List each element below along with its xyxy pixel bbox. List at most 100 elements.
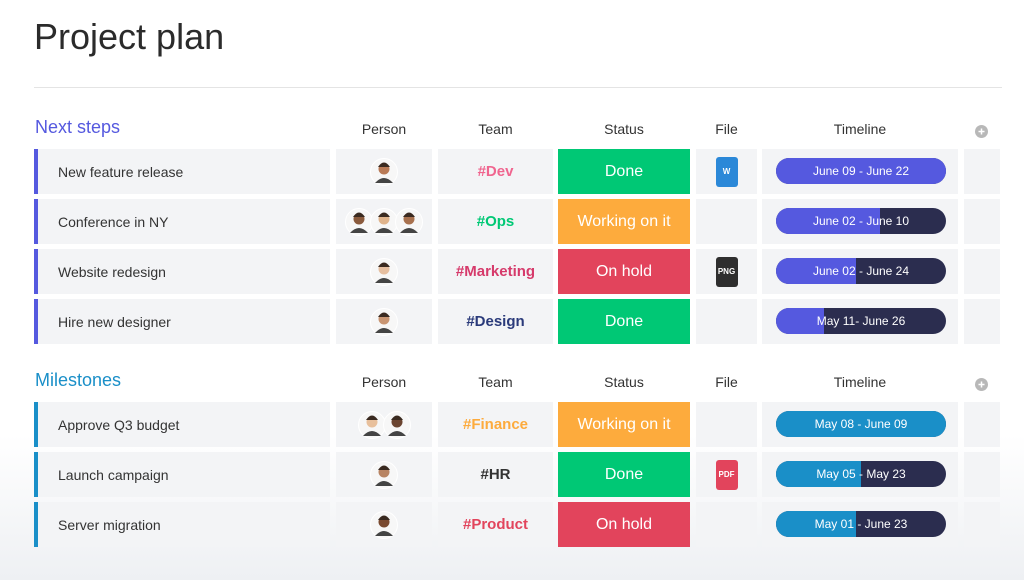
timeline-progress (776, 461, 861, 487)
timeline-label: June 09 - June 22 (812, 164, 910, 178)
file-cell (696, 502, 757, 547)
extra-cell (964, 452, 1000, 497)
extra-cell (964, 502, 1000, 547)
timeline-progress (776, 158, 946, 184)
plus-button[interactable] (975, 378, 988, 391)
person-cell (336, 199, 432, 244)
person-cell (336, 502, 432, 547)
timeline-bar: June 09 - June 22 (776, 158, 946, 184)
column-header: Team (478, 121, 513, 137)
timeline-label: June 02 - June 24 (812, 264, 910, 278)
avatar (382, 410, 411, 439)
divider (34, 87, 1002, 88)
extra-cell (964, 299, 1000, 344)
file-icon: PNG (715, 256, 738, 287)
timeline-label: June 02 - June 10 (812, 214, 910, 228)
timeline-cell: May 05 - May 23 (762, 452, 958, 497)
avatar (357, 410, 386, 439)
row-marker (34, 452, 38, 497)
team-tag: #Ops (438, 199, 553, 244)
avatar (370, 307, 398, 336)
timeline-bar: June 02 - June 10 (776, 208, 946, 234)
avatar (370, 460, 398, 489)
timeline-cell: May 01 - June 23 (762, 502, 958, 547)
status-label: On hold (558, 502, 690, 547)
status-label: Done (558, 149, 690, 194)
item-name: New feature release (38, 149, 330, 194)
avatar (395, 207, 423, 236)
column-header: Status (604, 374, 644, 390)
timeline-cell: June 09 - June 22 (762, 149, 958, 194)
file-cell: W (696, 149, 757, 194)
file-cell (696, 199, 757, 244)
timeline-bar: May 08 - June 09 (776, 411, 946, 437)
file-icon: PDF (715, 459, 738, 490)
person-cell (336, 402, 432, 447)
row-marker (34, 299, 38, 344)
row-marker (34, 249, 38, 294)
file-cell (696, 402, 757, 447)
item-name: Approve Q3 budget (38, 402, 330, 447)
avatar (370, 157, 398, 186)
file-cell: PNG (696, 249, 757, 294)
group-name: Milestones (35, 370, 122, 390)
avatar (370, 510, 398, 539)
extra-cell (964, 149, 1000, 194)
page-title: Project plan (34, 16, 225, 57)
status-label: Working on it (558, 402, 690, 447)
group-name: Next steps (35, 117, 121, 137)
person-cell (336, 149, 432, 194)
team-tag: #Design (438, 299, 553, 344)
timeline-progress (776, 511, 856, 537)
column-header: File (715, 121, 738, 137)
row-marker (34, 502, 38, 547)
timeline-cell: May 11- June 26 (762, 299, 958, 344)
item-name: Website redesign (38, 249, 330, 294)
column-header: Team (478, 374, 513, 390)
item-name: Launch campaign (38, 452, 330, 497)
team-tag: #Dev (438, 149, 553, 194)
column-header: Timeline (833, 121, 887, 137)
extra-cell (964, 199, 1000, 244)
column-header: Person (361, 121, 407, 137)
timeline-label: May 01 - June 23 (814, 517, 908, 531)
extra-cell (964, 402, 1000, 447)
status-label: On hold (558, 249, 690, 294)
timeline-progress (776, 208, 880, 234)
timeline-cell: June 02 - June 10 (762, 199, 958, 244)
item-name: Hire new designer (38, 299, 330, 344)
file-cell: PDF (696, 452, 757, 497)
timeline-cell: June 02 - June 24 (762, 249, 958, 294)
item-name: Conference in NY (38, 199, 330, 244)
team-tag: #Product (438, 502, 553, 547)
avatar (370, 257, 398, 286)
row-marker (34, 199, 38, 244)
timeline-label: May 08 - June 09 (814, 417, 908, 431)
person-cell (336, 249, 432, 294)
avatar (370, 207, 398, 236)
status-label: Done (558, 452, 690, 497)
column-header: File (715, 374, 738, 390)
team-tag: #Finance (438, 402, 553, 447)
person-cell (336, 452, 432, 497)
timeline-progress (776, 258, 856, 284)
team-tag: #HR (438, 452, 553, 497)
file-icon: W (715, 156, 738, 187)
file-cell (696, 299, 757, 344)
row-marker (34, 402, 38, 447)
person-cell (336, 299, 432, 344)
timeline-bar: May 01 - June 23 (776, 511, 946, 537)
timeline-bar: May 11- June 26 (776, 308, 946, 334)
timeline-progress (776, 308, 824, 334)
status-label: Done (558, 299, 690, 344)
column-header: Timeline (833, 374, 887, 390)
timeline-bar: June 02 - June 24 (776, 258, 946, 284)
timeline-bar: May 05 - May 23 (776, 461, 946, 487)
plus-button[interactable] (975, 125, 988, 138)
timeline-label: May 11- June 26 (816, 314, 906, 328)
timeline-label: May 05 - May 23 (816, 467, 906, 481)
column-header: Person (361, 374, 407, 390)
timeline-progress (776, 411, 946, 437)
timeline-cell: May 08 - June 09 (762, 402, 958, 447)
